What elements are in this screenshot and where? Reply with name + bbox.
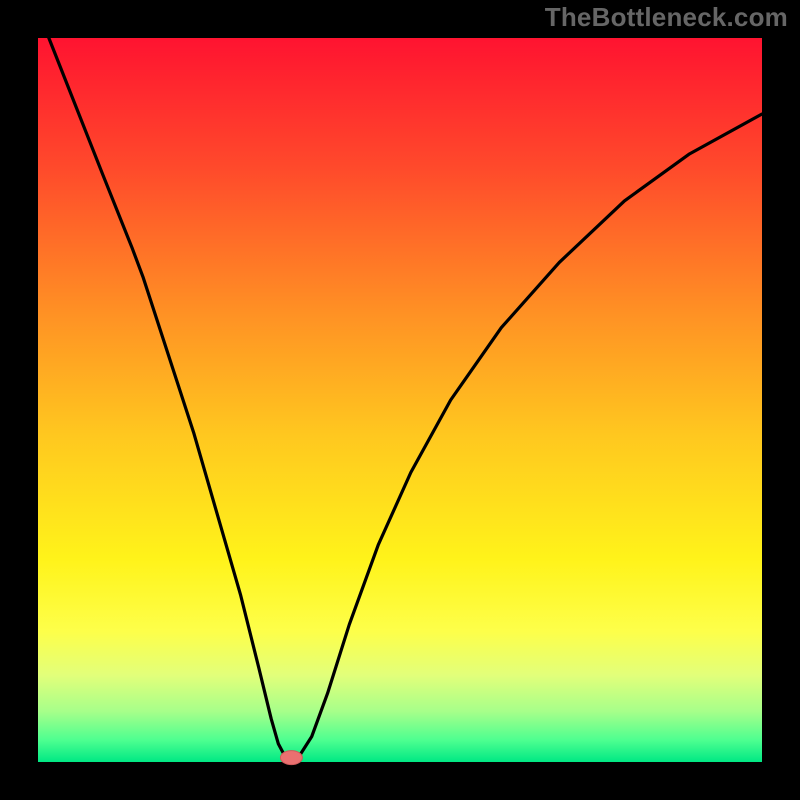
chart-stage: TheBottleneck.com [0,0,800,800]
plot-gradient-background [38,38,762,762]
watermark-text: TheBottleneck.com [545,2,788,33]
